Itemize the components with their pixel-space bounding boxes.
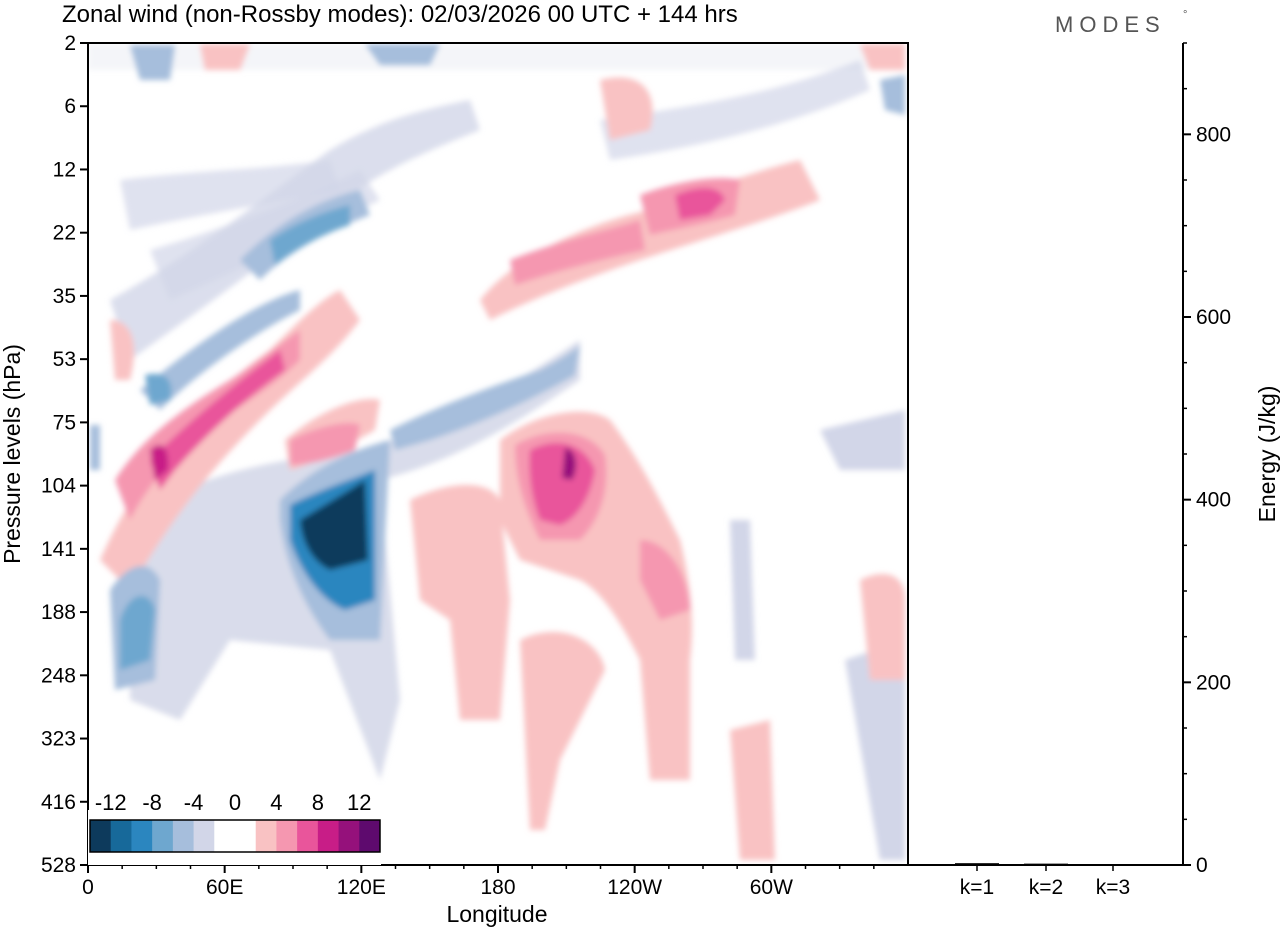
- y-tick-label: 323: [41, 728, 76, 751]
- energy-axis-label: Energy (J/kg): [1254, 386, 1280, 523]
- pressure-longitude-panel: 2 6 12 22 35 53 75 104 141 188 248 323 416 528 0 60E 12…: [0, 32, 909, 927]
- energy-y-axis: 0 200 400 600 800: [1183, 42, 1231, 877]
- x-tick-label: 60E: [206, 876, 243, 899]
- y-tick-label: 104: [41, 475, 76, 498]
- x-axis-longitude: 0 60E 120E 180 120W 60W: [82, 865, 875, 899]
- x-tick-label: 180: [480, 876, 515, 899]
- y-tick-label: 141: [41, 538, 76, 561]
- x-tick-label: 120W: [607, 876, 662, 899]
- colorbar-swatch: [193, 820, 215, 852]
- colorbar-swatch: [152, 820, 174, 852]
- x-tick-label: 60W: [750, 876, 793, 899]
- colorbar-swatch: [276, 820, 298, 852]
- colorbar-tick-label: 0: [229, 790, 241, 815]
- x-tick-label: 120E: [337, 876, 386, 899]
- colorbar-swatch: [90, 820, 112, 852]
- y-tick-label: 416: [41, 791, 76, 814]
- colorbar-tick-label: 12: [347, 790, 371, 815]
- y-tick-label: 188: [41, 601, 76, 624]
- colorbar-tick-label: 4: [270, 790, 282, 815]
- y-tick-label: 2: [64, 32, 76, 55]
- y-axis-pressure: 2 6 12 22 35 53 75 104 141 188 248 323 416 528: [41, 32, 88, 877]
- energy-panel: 0 200 400 600 800 k=1 k=2 k=3 Energy (J/kg): [908, 42, 1280, 899]
- energy-y-tick-label: 200: [1196, 671, 1231, 694]
- colorbar-swatch: [131, 820, 153, 852]
- brand-logo: MODES: [1055, 12, 1166, 37]
- energy-category-label: k=1: [960, 876, 994, 899]
- colorbar-tick-label: 8: [312, 790, 324, 815]
- colorbar-swatch: [255, 820, 277, 852]
- energy-y-tick-label: 800: [1196, 123, 1231, 146]
- colorbar-swatch: [235, 820, 257, 852]
- chart-title: Zonal wind (non-Rossby modes): 02/03/202…: [62, 1, 738, 28]
- y-axis-label: Pressure levels (hPa): [0, 344, 25, 564]
- energy-bars: [955, 863, 1135, 866]
- y-tick-label: 75: [53, 411, 76, 434]
- colorbar-tick-label: -4: [184, 790, 204, 815]
- y-tick-label: 12: [53, 158, 76, 181]
- colorbar-swatch: [297, 820, 319, 852]
- colorbar-tick-label: -8: [142, 790, 162, 815]
- wind-contour-field: [88, 44, 905, 860]
- colorbar-frame: [89, 819, 381, 853]
- energy-category-label: k=2: [1029, 876, 1063, 899]
- energy-bar: [1091, 864, 1135, 866]
- energy-category-label: k=3: [1096, 876, 1130, 899]
- y-tick-label: 53: [53, 348, 76, 371]
- colorbar-tick-label: -12: [95, 790, 127, 815]
- energy-bar: [1024, 863, 1068, 866]
- colorbar-swatch: [359, 820, 381, 852]
- colorbar-swatch: [338, 820, 360, 852]
- y-tick-label: 248: [41, 664, 76, 687]
- colorbar-swatch: [172, 820, 195, 852]
- brand-mark: °: [1183, 9, 1187, 21]
- x-axis-label: Longitude: [446, 901, 547, 927]
- energy-categories: k=1 k=2 k=3: [960, 865, 1130, 899]
- y-tick-label: 528: [41, 854, 76, 877]
- energy-y-tick-label: 400: [1196, 489, 1231, 512]
- colorbar-swatch: [214, 820, 236, 852]
- y-tick-label: 35: [53, 285, 76, 308]
- energy-bar: [955, 863, 999, 865]
- colorbar-swatch: [317, 820, 340, 852]
- energy-y-tick-label: 600: [1196, 306, 1231, 329]
- y-tick-label: 22: [53, 222, 76, 245]
- energy-y-tick-label: 0: [1196, 854, 1208, 877]
- colorbar: -12 -8 -4 0 4 8 12: [88, 790, 381, 865]
- colorbar-swatch: [110, 820, 132, 852]
- x-tick-label: 0: [82, 876, 94, 899]
- y-tick-label: 6: [64, 95, 76, 118]
